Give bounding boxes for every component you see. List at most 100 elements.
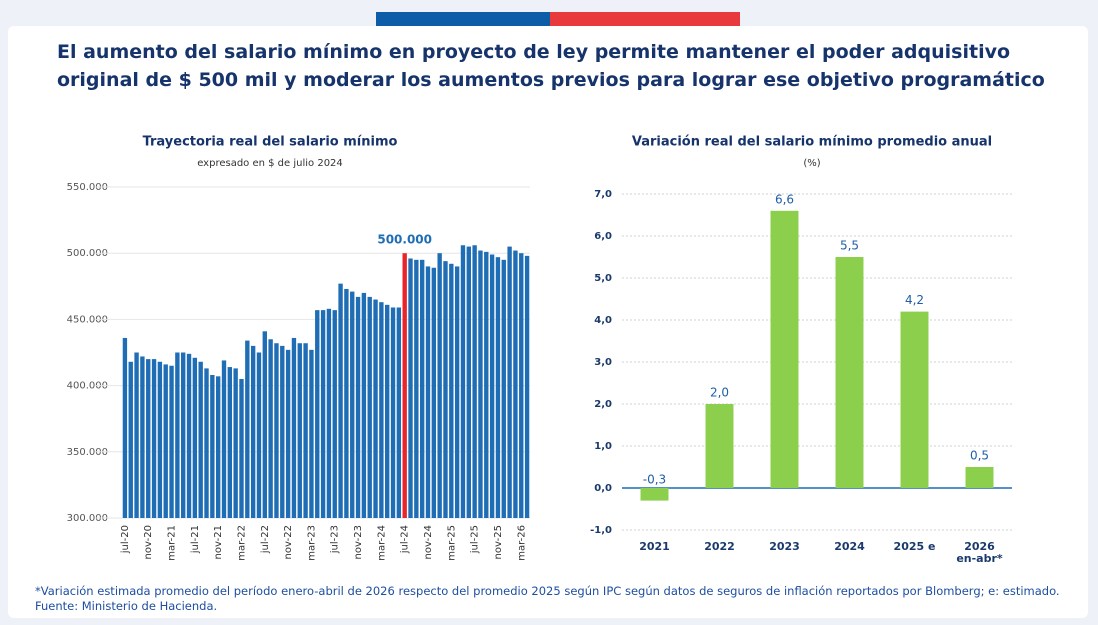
x-tick-label: 2022 <box>704 540 735 553</box>
bar <box>315 310 320 518</box>
bar <box>344 288 349 518</box>
bar <box>198 361 203 518</box>
stripe-blue <box>376 12 550 27</box>
x-tick-label: jul-24 <box>400 525 411 554</box>
bar <box>835 257 864 488</box>
bar <box>262 331 267 518</box>
bar <box>705 404 734 488</box>
bar <box>419 259 425 518</box>
bar <box>274 343 279 518</box>
y-tick-label: 2,0 <box>594 399 612 410</box>
bar <box>449 263 454 518</box>
x-tick-label: 2021 <box>639 540 670 553</box>
bar <box>204 368 209 518</box>
bar <box>268 339 273 518</box>
bar <box>350 291 355 518</box>
bar <box>507 246 512 518</box>
bar <box>146 359 151 518</box>
bar <box>373 299 378 518</box>
bar <box>501 259 506 518</box>
x-tick-label: mar-24 <box>376 525 387 561</box>
bar <box>379 302 384 518</box>
bar <box>239 378 244 518</box>
bar <box>245 340 250 518</box>
bar <box>513 250 518 518</box>
bar <box>303 343 308 518</box>
bar <box>519 253 524 518</box>
value-label: 5,5 <box>840 239 859 253</box>
bar <box>309 349 314 518</box>
bar <box>181 352 186 518</box>
x-tick-label: jul-25 <box>470 525 481 554</box>
bar <box>770 210 799 489</box>
bar <box>414 259 419 518</box>
stripe-red <box>550 12 740 27</box>
bar <box>326 308 332 518</box>
bar <box>175 352 180 518</box>
y-tick-label: 7,0 <box>594 189 612 200</box>
x-tick-label: 2025 e <box>893 540 936 553</box>
x-tick-label: nov-22 <box>283 525 294 559</box>
bar <box>221 360 227 518</box>
footnote: *Variación estimada promedio del período… <box>35 584 1060 598</box>
bar <box>250 345 256 518</box>
bar <box>390 307 396 518</box>
bar <box>484 251 489 518</box>
bar <box>460 245 466 519</box>
bar <box>965 467 994 488</box>
bar <box>640 488 669 501</box>
bar <box>285 349 291 518</box>
y-tick-label: 300.000 <box>67 513 108 524</box>
bar <box>233 368 238 518</box>
x-tick-label: mar-25 <box>446 525 457 561</box>
x-tick-label: jul-23 <box>330 525 341 554</box>
y-tick-label: 450.000 <box>67 314 108 325</box>
bar <box>478 250 483 518</box>
bar <box>215 376 221 518</box>
bar <box>280 345 285 518</box>
bar <box>291 337 297 518</box>
bar <box>169 365 174 518</box>
bar <box>524 255 530 518</box>
x-tick-label: 2024 <box>834 540 865 553</box>
bar <box>425 266 431 518</box>
bar <box>396 307 402 518</box>
slide-title: El aumento del salario mínimo en proyect… <box>57 41 1045 91</box>
bar <box>122 337 128 518</box>
bar <box>466 246 471 518</box>
bar <box>385 304 390 518</box>
y-tick-label: 3,0 <box>594 357 612 368</box>
chart-subtitle: expresado en $ de julio 2024 <box>197 158 343 169</box>
y-tick-label: 4,0 <box>594 315 612 326</box>
value-label: 0,5 <box>970 449 989 463</box>
bar <box>355 296 361 518</box>
y-tick-label: 500.000 <box>67 248 108 259</box>
x-tick-label: nov-20 <box>143 525 154 559</box>
x-tick-label: jul-20 <box>120 525 131 554</box>
value-label: 6,6 <box>775 192 794 206</box>
bar <box>151 359 157 518</box>
bar <box>210 375 215 518</box>
bar <box>408 258 413 518</box>
chart-title: Variación real del salario mínimo promed… <box>632 135 992 150</box>
y-tick-label: 350.000 <box>67 447 108 458</box>
y-tick-label: 5,0 <box>594 273 612 284</box>
bar <box>320 310 326 518</box>
bar <box>900 311 929 488</box>
bar <box>361 292 367 518</box>
bar <box>367 296 372 518</box>
bar <box>256 352 262 518</box>
source: Fuente: Ministerio de Hacienda. <box>35 599 218 613</box>
bar <box>431 267 437 518</box>
bar <box>134 352 139 518</box>
x-tick-label: nov-24 <box>423 525 434 559</box>
x-tick-label: 2023 <box>769 540 800 553</box>
x-tick-label: jul-22 <box>260 525 271 554</box>
bar <box>157 361 163 518</box>
annotation: 500.000 <box>377 233 432 247</box>
bar <box>163 364 168 518</box>
y-tick-label: 0,0 <box>594 483 612 494</box>
bar <box>140 356 145 518</box>
bar <box>437 253 442 518</box>
